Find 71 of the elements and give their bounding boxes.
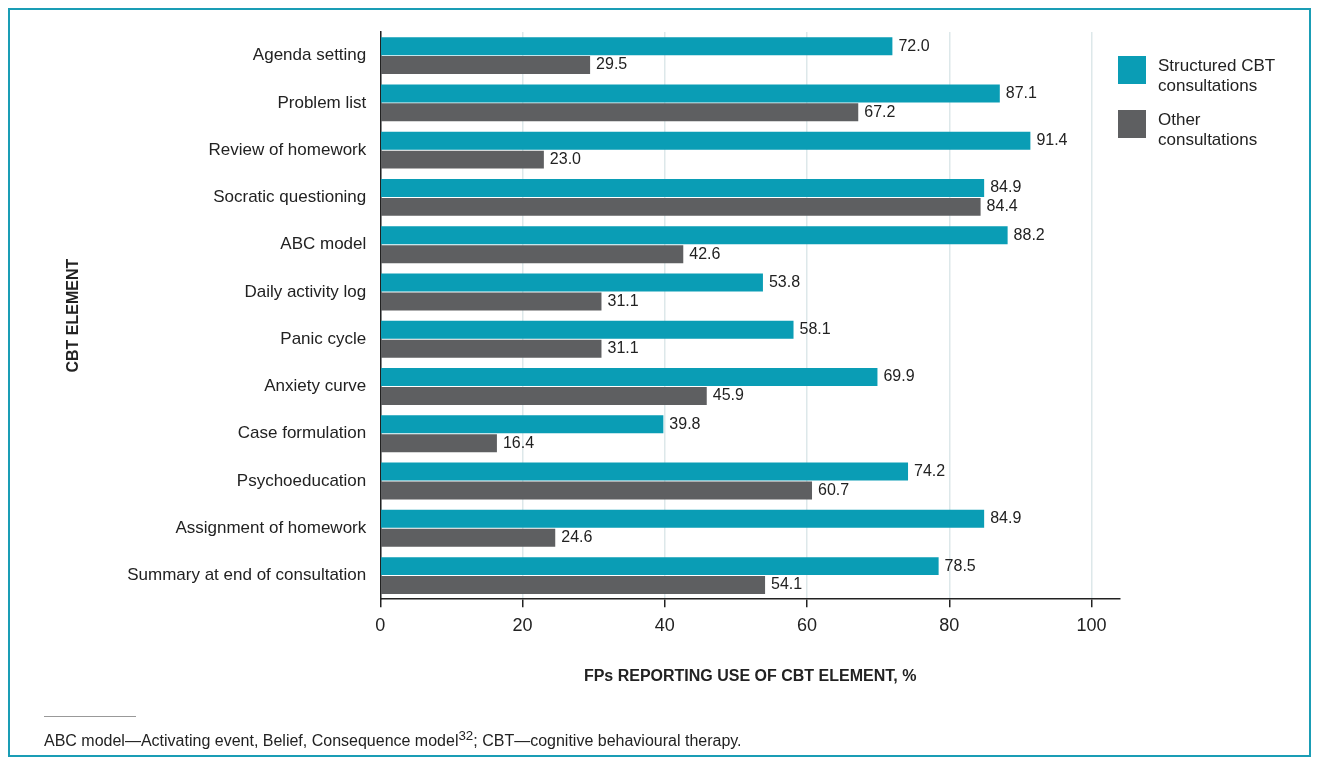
y-tick-label: Problem list xyxy=(277,92,367,112)
bar xyxy=(381,245,684,264)
bar xyxy=(381,320,794,339)
bar xyxy=(381,150,544,169)
data-label: 67.2 xyxy=(864,102,896,120)
text: ABC model—Activating event, Belief, Consequence model$^{32}$; CBT—cognitive behavioural therapy. xyxy=(44,728,743,751)
legend-label: Other consultations xyxy=(1158,110,1259,150)
legend-label: Structured CBT consultations xyxy=(1158,56,1276,96)
y-tick-label: Socratic questioning xyxy=(213,187,367,207)
data-label: 39.8 xyxy=(669,414,701,432)
bar xyxy=(381,434,497,453)
bar xyxy=(381,415,664,434)
x-tick-label: 0 xyxy=(375,614,386,635)
data-label: 78.5 xyxy=(944,556,976,574)
y-tick-label: Assignment of homework xyxy=(175,517,367,537)
bar xyxy=(381,557,939,576)
bar xyxy=(381,509,985,528)
bar xyxy=(381,339,602,358)
data-label: 84.4 xyxy=(986,197,1018,215)
data-label: 42.6 xyxy=(689,244,721,262)
bar xyxy=(381,368,878,387)
y-tick-label: Summary at end of consultation xyxy=(127,565,367,585)
bar xyxy=(381,84,1000,103)
y-tick-label: Agenda setting xyxy=(252,45,367,65)
bar xyxy=(381,462,909,481)
bar xyxy=(381,386,707,405)
y-tick-label: Review of homework xyxy=(208,139,367,159)
data-label: 23.0 xyxy=(549,150,582,168)
bar xyxy=(381,273,763,292)
data-label: 54.1 xyxy=(771,575,803,593)
data-label: 74.2 xyxy=(914,461,946,479)
y-axis-title: CBT ELEMENT xyxy=(64,258,82,373)
bar xyxy=(381,103,859,122)
bar xyxy=(381,131,1031,150)
data-label: 84.9 xyxy=(990,509,1022,527)
data-label: 31.1 xyxy=(607,291,639,309)
data-label: 72.0 xyxy=(898,36,930,54)
data-label: 24.6 xyxy=(561,528,593,546)
data-label: 45.9 xyxy=(712,386,744,404)
data-label: 84.9 xyxy=(990,178,1022,196)
bar xyxy=(381,179,985,197)
y-tick-label: Daily activity log xyxy=(244,281,367,301)
bar xyxy=(381,37,893,56)
data-label: 60.7 xyxy=(818,480,850,498)
bar xyxy=(381,197,981,216)
y-tick-label: Panic cycle xyxy=(280,328,367,348)
y-tick-label: ABC model xyxy=(280,234,367,254)
x-tick-label: 40 xyxy=(654,614,675,635)
x-tick-label: 100 xyxy=(1076,614,1107,635)
bar xyxy=(381,56,591,75)
bar xyxy=(381,226,1008,245)
data-label: 87.1 xyxy=(1005,83,1038,101)
bar xyxy=(381,576,766,594)
data-label: 16.4 xyxy=(502,433,535,451)
bar xyxy=(381,292,602,311)
y-tick-label: Psychoeducation xyxy=(236,470,367,490)
y-tick-label: Anxiety curve xyxy=(264,376,367,396)
data-label: 88.2 xyxy=(1013,225,1045,243)
bar xyxy=(381,481,813,500)
data-label: 69.9 xyxy=(883,367,915,385)
bar xyxy=(381,528,556,547)
data-label: 29.5 xyxy=(596,55,628,73)
data-label: 58.1 xyxy=(799,320,831,338)
y-tick-label: Case formulation xyxy=(237,423,367,443)
data-label: 91.4 xyxy=(1036,131,1068,149)
x-axis-title: FPs REPORTING USE OF CBT ELEMENT, % xyxy=(583,666,917,684)
data-label: 53.8 xyxy=(768,272,801,290)
x-tick-label: 60 xyxy=(797,614,818,635)
x-tick-label: 80 xyxy=(939,614,960,635)
x-tick-label: 20 xyxy=(512,614,533,635)
data-label: 31.1 xyxy=(607,339,639,357)
